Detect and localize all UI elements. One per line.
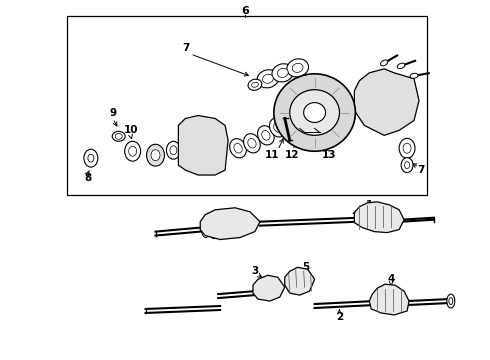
Ellipse shape [248,79,262,90]
Ellipse shape [112,131,125,141]
Ellipse shape [263,74,273,83]
Ellipse shape [226,219,234,235]
Ellipse shape [447,294,455,308]
Ellipse shape [151,150,160,161]
Ellipse shape [201,222,209,238]
Ellipse shape [293,130,306,147]
Text: 2: 2 [336,312,343,322]
Text: 7: 7 [417,165,425,175]
Polygon shape [200,208,260,239]
Text: 10: 10 [123,125,138,135]
Ellipse shape [273,123,282,132]
Bar [67,16,427,195]
Ellipse shape [115,133,122,139]
Text: 9: 9 [109,108,116,117]
Ellipse shape [170,146,177,155]
Ellipse shape [272,64,294,82]
Ellipse shape [399,138,415,158]
Ellipse shape [147,144,165,166]
Ellipse shape [230,139,246,158]
Ellipse shape [251,82,258,87]
Ellipse shape [304,103,325,122]
Ellipse shape [405,162,410,168]
Ellipse shape [270,118,286,137]
Ellipse shape [274,74,355,151]
Ellipse shape [403,143,411,153]
Polygon shape [354,69,419,135]
Ellipse shape [234,143,242,153]
Ellipse shape [381,60,388,66]
Ellipse shape [129,146,137,156]
Ellipse shape [410,73,418,78]
Ellipse shape [257,70,279,88]
Ellipse shape [244,134,260,153]
Ellipse shape [283,120,290,137]
Text: 1: 1 [366,200,373,210]
Text: 11: 11 [265,150,279,160]
Polygon shape [178,116,228,175]
Ellipse shape [208,219,218,239]
Text: 3: 3 [251,266,259,276]
Ellipse shape [217,218,227,238]
Text: 13: 13 [322,150,337,160]
Ellipse shape [88,154,94,162]
Ellipse shape [401,158,413,172]
Ellipse shape [248,139,256,148]
Ellipse shape [397,63,405,69]
Ellipse shape [277,68,288,77]
Ellipse shape [124,141,141,161]
Ellipse shape [296,134,303,143]
Text: 5: 5 [302,262,309,272]
Ellipse shape [258,126,274,145]
Ellipse shape [167,141,180,159]
Text: 4: 4 [388,274,395,284]
Text: 7: 7 [183,43,190,53]
Polygon shape [354,202,404,233]
Polygon shape [369,284,409,315]
Text: 12: 12 [285,150,299,160]
Text: 8: 8 [84,173,92,183]
Ellipse shape [287,59,309,77]
Ellipse shape [449,298,453,305]
Ellipse shape [290,90,340,135]
Ellipse shape [293,63,303,72]
Ellipse shape [84,149,98,167]
Polygon shape [253,275,285,301]
Ellipse shape [262,131,270,140]
Polygon shape [285,267,315,295]
Text: 6: 6 [241,6,249,16]
